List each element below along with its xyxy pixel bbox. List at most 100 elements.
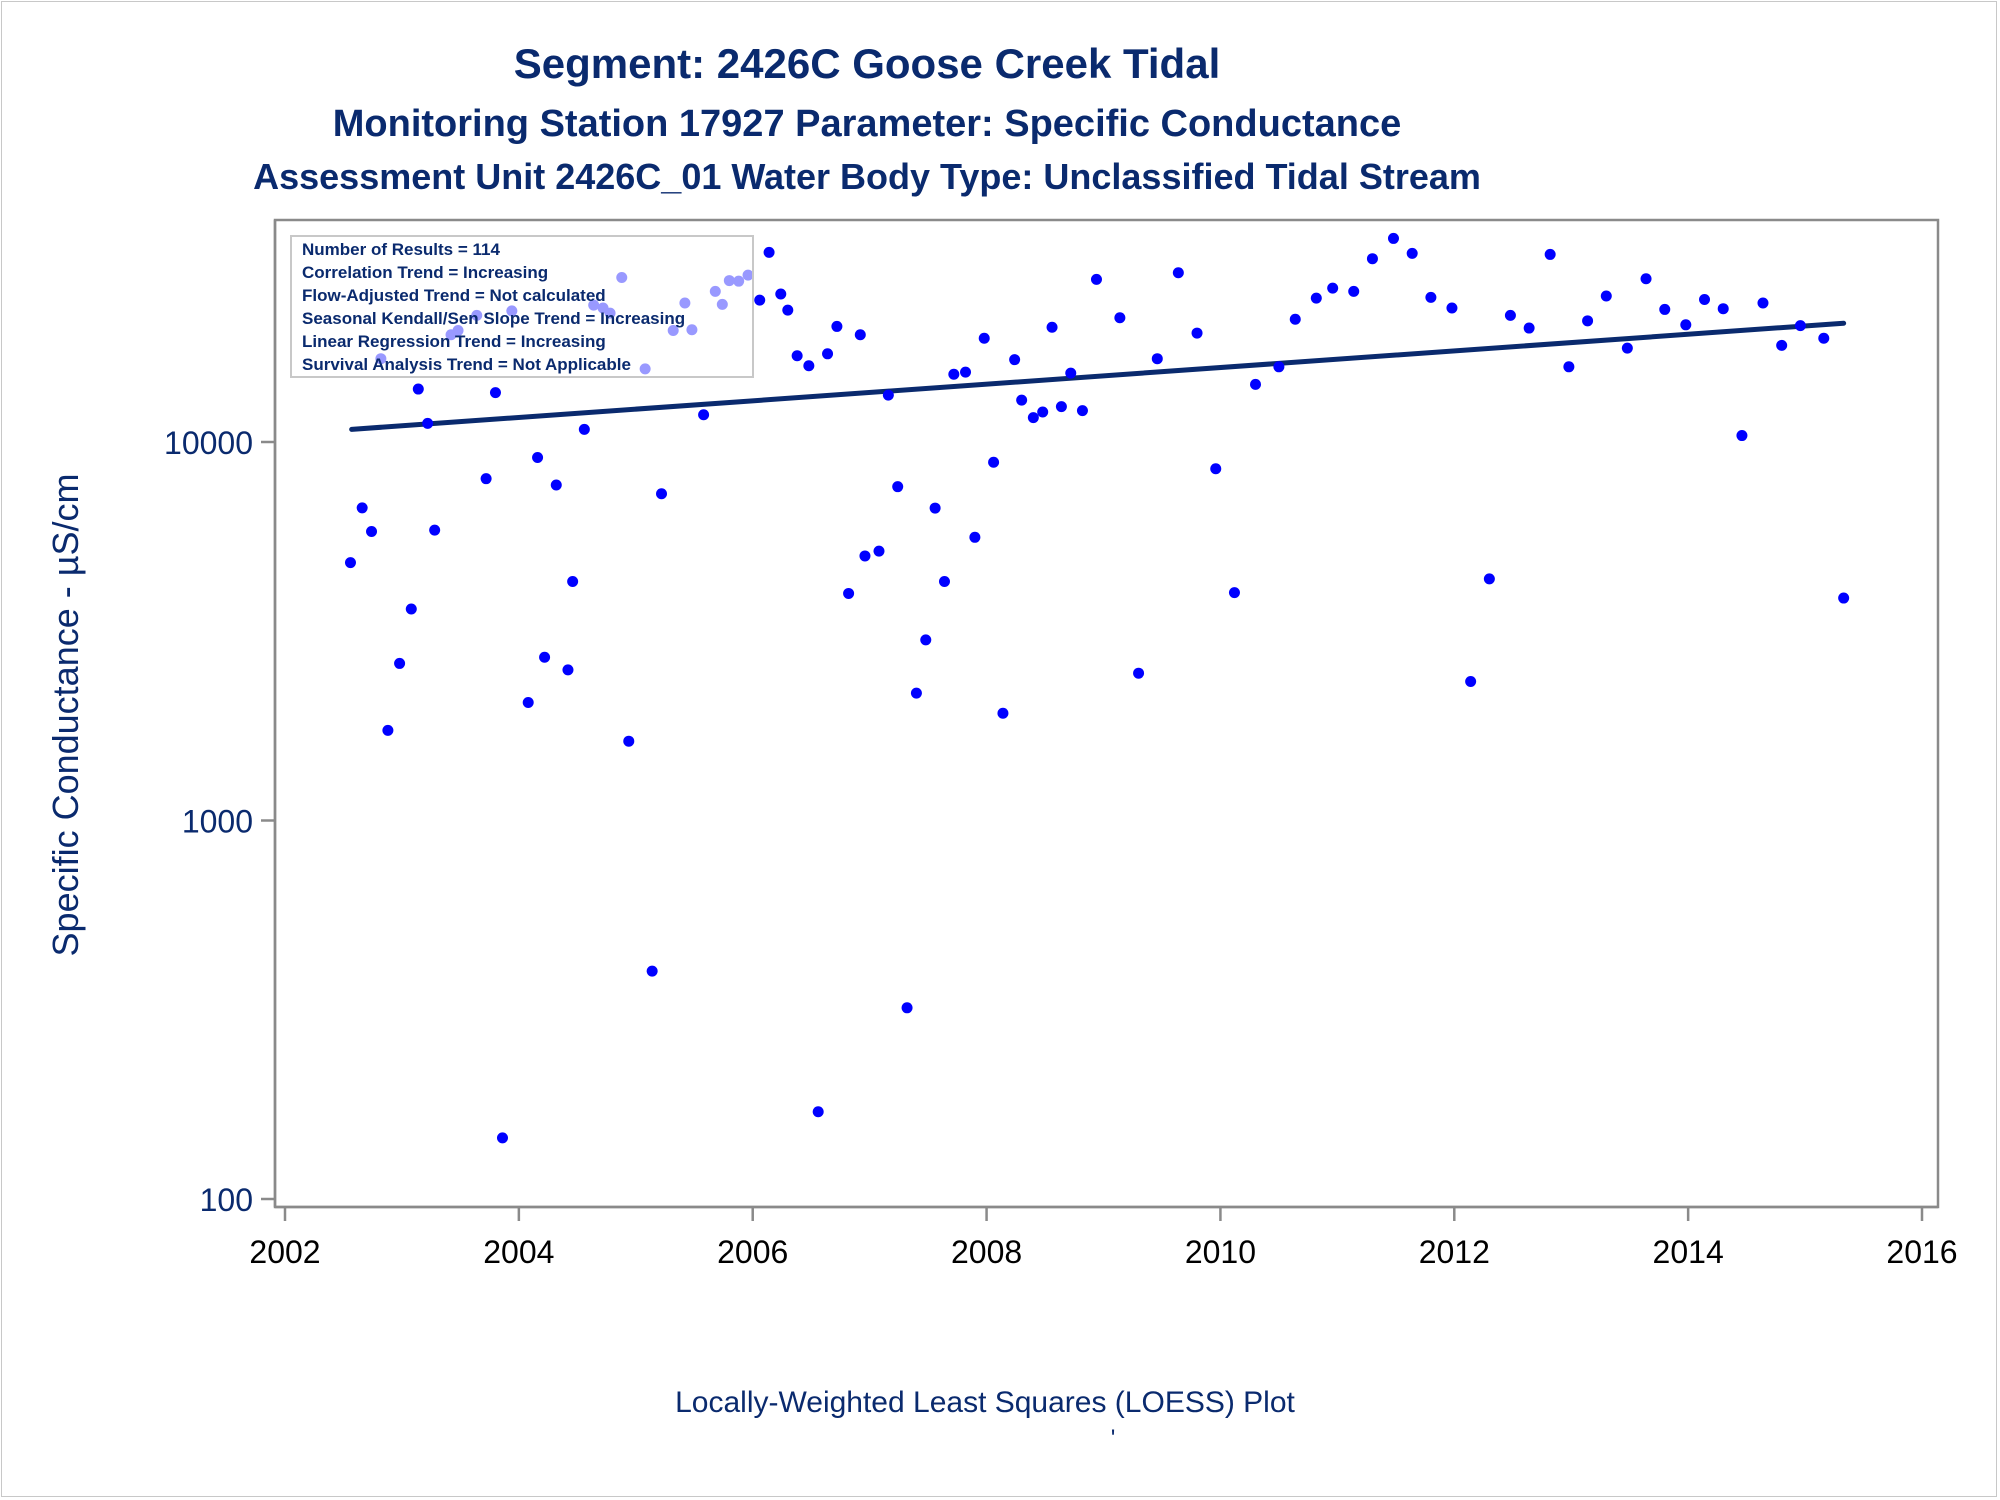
data-point <box>1172 267 1184 279</box>
data-point <box>1483 573 1495 585</box>
data-point <box>1366 253 1378 265</box>
data-point <box>763 246 775 258</box>
data-point <box>1210 463 1222 475</box>
data-point <box>1736 430 1748 442</box>
data-point <box>882 389 894 401</box>
data-point <box>1273 361 1285 373</box>
data-point <box>344 557 356 569</box>
data-point <box>496 1132 508 1144</box>
data-point <box>522 697 534 709</box>
data-point <box>489 387 501 399</box>
data-point <box>405 603 417 615</box>
data-point <box>775 288 787 300</box>
data-point <box>782 304 794 316</box>
data-point <box>873 545 885 557</box>
data-point <box>843 587 855 599</box>
data-point <box>578 423 590 435</box>
legend-line: Number of Results = 114 <box>302 240 500 259</box>
data-point <box>1310 292 1322 304</box>
data-point <box>1465 675 1477 687</box>
data-point <box>892 481 904 493</box>
data-point <box>422 417 434 429</box>
data-point <box>1228 587 1240 599</box>
data-point <box>1046 321 1058 333</box>
x-tick-label: 2014 <box>1653 1234 1724 1270</box>
data-point <box>1699 293 1711 305</box>
data-point <box>623 735 635 747</box>
data-point <box>1037 406 1049 418</box>
data-point <box>1425 291 1437 303</box>
data-point <box>480 473 492 485</box>
data-point <box>1065 367 1077 379</box>
data-point <box>1582 315 1594 327</box>
data-point <box>1640 273 1652 285</box>
trend-line <box>349 320 1847 432</box>
data-point <box>831 320 843 332</box>
data-point <box>412 383 424 395</box>
x-tick-label: 2010 <box>1185 1234 1256 1270</box>
y-axis-label: Specific Conductance - µS/cm <box>45 474 86 957</box>
chart-subtitle-2: Assessment Unit 2426C_01 Water Body Type… <box>253 156 1481 197</box>
data-point <box>822 348 834 360</box>
y-axis: 100 1000 10000 <box>164 220 277 1218</box>
data-point <box>1133 667 1145 679</box>
data-point <box>960 366 972 378</box>
y-tick-label: 1000 <box>182 804 253 840</box>
data-point <box>1504 309 1516 321</box>
chart-subtitle: Monitoring Station 17927 Parameter: Spec… <box>333 103 1401 145</box>
x-tick-label: 2016 <box>1886 1234 1957 1270</box>
data-point <box>1027 412 1039 424</box>
legend-line: Linear Regression Trend = Increasing <box>302 332 606 351</box>
data-point <box>938 575 950 587</box>
data-point <box>920 634 932 646</box>
data-point <box>567 575 579 587</box>
data-point <box>1076 405 1088 417</box>
x-tick-label: 2006 <box>717 1234 788 1270</box>
footnote-mark: ' <box>1111 1425 1116 1452</box>
data-point <box>1838 592 1850 604</box>
data-point <box>1406 247 1418 259</box>
data-point <box>366 526 378 538</box>
data-point <box>754 294 766 306</box>
data-point <box>854 329 866 341</box>
data-point <box>1563 361 1575 373</box>
trend-line-group <box>349 320 1847 432</box>
x-axis-label: Locally-Weighted Least Squares (LOESS) P… <box>675 1386 1295 1419</box>
legend-line: Correlation Trend = Increasing <box>302 263 548 282</box>
data-point <box>1680 319 1692 331</box>
data-point <box>1327 282 1339 294</box>
data-point <box>901 1002 913 1014</box>
data-point <box>1191 327 1203 339</box>
chart-title: Segment: 2426C Goose Creek Tidal <box>514 40 1221 87</box>
legend-line: Seasonal Kendall/Sen Slope Trend = Incre… <box>302 309 685 328</box>
data-point <box>1794 320 1806 332</box>
data-point <box>859 550 871 562</box>
data-point <box>532 452 544 464</box>
data-point <box>1114 312 1126 324</box>
x-axis: 2002 2004 2006 2008 2010 2012 2014 2016 <box>249 1205 1958 1270</box>
data-point <box>539 651 551 663</box>
y-tick-label: 10000 <box>164 425 253 461</box>
data-point <box>1151 353 1163 365</box>
data-point <box>1055 401 1067 413</box>
data-point <box>803 360 815 372</box>
data-point <box>1523 322 1535 334</box>
data-point <box>698 409 710 421</box>
data-point <box>969 531 981 543</box>
data-point <box>656 488 668 500</box>
data-point <box>1818 332 1830 344</box>
trend-summary-box: Number of Results = 114 Correlation Tren… <box>290 235 754 378</box>
data-point <box>1717 303 1729 315</box>
data-point <box>646 965 658 977</box>
data-point <box>1016 394 1028 406</box>
data-point <box>382 724 394 736</box>
data-point <box>1090 273 1102 285</box>
data-point <box>910 687 922 699</box>
legend-line: Flow-Adjusted Trend = Not calculated <box>302 286 606 305</box>
data-point <box>1250 378 1262 390</box>
data-point <box>978 332 990 344</box>
data-point <box>1600 290 1612 302</box>
y-tick-label: 100 <box>200 1182 253 1218</box>
data-point <box>356 502 368 514</box>
data-point <box>1009 354 1021 366</box>
